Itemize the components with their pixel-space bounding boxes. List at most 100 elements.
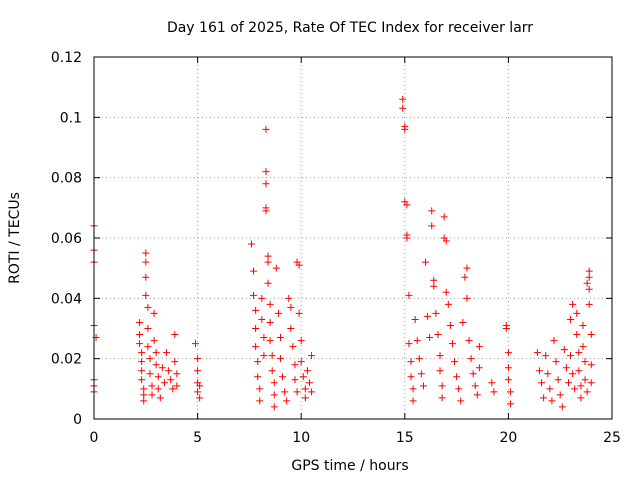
data-point <box>540 394 548 402</box>
data-point <box>567 315 575 323</box>
data-point <box>424 312 432 320</box>
data-point <box>287 325 295 332</box>
data-point <box>250 291 258 299</box>
data-point <box>451 358 459 366</box>
data-point <box>192 340 200 348</box>
data-point <box>264 258 272 266</box>
data-point <box>258 294 266 302</box>
y-tick-label: 0.1 <box>60 110 82 126</box>
data-point <box>554 376 562 384</box>
y-axis-label: ROTI / TECUs <box>7 192 23 284</box>
data-point <box>560 346 568 354</box>
data-point <box>587 361 595 369</box>
data-point <box>533 349 541 357</box>
y-tick-label: 0.08 <box>51 171 82 187</box>
data-point <box>148 382 156 390</box>
data-point <box>440 213 448 221</box>
data-point <box>303 367 311 375</box>
data-point <box>403 234 411 242</box>
data-point <box>488 379 496 387</box>
data-point <box>142 258 150 266</box>
data-point <box>156 394 164 402</box>
data-point <box>152 361 160 369</box>
data-point <box>411 315 419 323</box>
data-point <box>552 358 560 366</box>
data-point <box>270 379 278 387</box>
data-point <box>171 331 179 339</box>
data-point <box>448 340 456 348</box>
data-point <box>463 264 471 272</box>
data-point <box>281 388 289 396</box>
data-point <box>587 379 595 387</box>
data-point <box>299 373 307 381</box>
data-point <box>413 337 421 345</box>
data-point <box>254 358 262 366</box>
data-point <box>264 252 272 260</box>
data-point <box>270 403 278 411</box>
plot-frame <box>93 56 613 420</box>
data-point <box>562 364 570 372</box>
data-point <box>564 379 572 387</box>
data-point <box>150 309 158 317</box>
data-point <box>297 337 305 345</box>
data-point <box>455 385 463 393</box>
data-point <box>583 388 591 396</box>
data-point <box>422 258 430 266</box>
data-point <box>305 379 313 387</box>
data-point <box>260 352 268 360</box>
data-point <box>542 352 550 360</box>
data-point <box>459 318 467 326</box>
data-point <box>266 300 274 308</box>
data-point <box>585 300 593 308</box>
data-point <box>407 358 415 366</box>
data-point <box>453 373 461 381</box>
x-tick-label: 25 <box>603 430 621 446</box>
y-tick-label: 0.06 <box>51 231 82 247</box>
data-point <box>295 309 303 317</box>
data-point <box>550 337 558 345</box>
data-point <box>140 397 148 405</box>
data-point <box>171 358 179 366</box>
data-point <box>152 349 160 357</box>
data-point <box>158 364 166 372</box>
data-point <box>264 279 272 287</box>
data-point <box>247 240 255 248</box>
data-point <box>442 237 450 245</box>
data-point <box>575 367 583 375</box>
data-point <box>266 337 274 345</box>
data-point <box>297 358 305 366</box>
data-point <box>291 361 299 369</box>
data-point <box>260 334 268 342</box>
data-point <box>575 349 583 357</box>
data-point <box>426 334 434 342</box>
data-point <box>258 315 266 323</box>
data-point <box>250 267 258 275</box>
data-point <box>138 349 146 357</box>
data-point <box>285 294 293 302</box>
x-tick-label: 0 <box>90 430 99 446</box>
y-tick-label: 0.12 <box>51 50 82 66</box>
data-point <box>461 273 469 281</box>
data-point <box>585 273 593 281</box>
x-tick-label: 15 <box>396 430 414 446</box>
data-point <box>150 337 158 345</box>
data-point <box>457 397 465 405</box>
data-point <box>283 397 291 405</box>
data-point <box>569 300 577 308</box>
data-point <box>154 373 162 381</box>
grid-lines <box>94 57 612 419</box>
data-point <box>490 388 498 396</box>
data-point <box>276 334 284 342</box>
data-point <box>262 168 270 176</box>
data-point <box>506 388 514 396</box>
data-point <box>403 201 411 209</box>
data-point <box>556 391 564 399</box>
data-point <box>583 279 591 287</box>
data-point <box>262 180 270 188</box>
data-point <box>274 309 282 317</box>
data-point <box>504 376 512 384</box>
data-point <box>419 382 427 390</box>
data-point <box>308 352 316 360</box>
data-point <box>252 343 260 351</box>
data-point <box>467 355 475 363</box>
